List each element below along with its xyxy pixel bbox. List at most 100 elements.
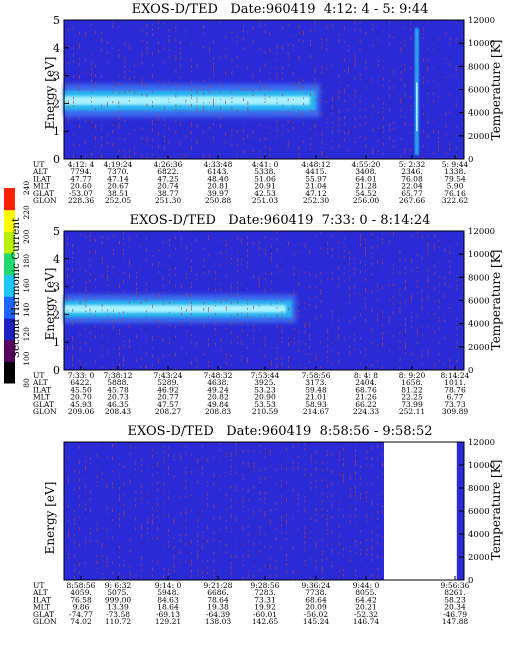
annotation-cell: 3408.	[355, 167, 376, 176]
annotation-cell: 4059.	[70, 588, 91, 597]
y2-tick-label: 0	[468, 366, 473, 376]
annotation-cell: 47.77	[70, 174, 92, 183]
colorbar-swatch	[4, 274, 15, 297]
annotation-cell: 6422.	[70, 378, 91, 387]
annotation-cell: 45.78	[107, 385, 129, 394]
annotation-row-label: ALT	[32, 588, 48, 597]
y2-tick-label: 4000	[468, 530, 490, 540]
annotation-row-label: GLON	[33, 407, 57, 416]
annotation-cell: 46.92	[157, 385, 179, 394]
annotation-cell: 64.01	[355, 174, 376, 183]
annotation-cell: 4:26:36	[154, 160, 183, 169]
y-axis-ticks	[80, 576, 456, 580]
y2-axis-label: Temperature [K]	[489, 250, 503, 351]
annotation-cell: 65.77	[401, 189, 423, 198]
annotation-cell: 5289.	[157, 378, 178, 387]
annotation-cell: 66.22	[355, 400, 377, 409]
annotation-cell: 7370.	[107, 167, 128, 176]
annotation-cell: 9:21:28	[204, 581, 233, 590]
annotation-cell: 147.88	[442, 617, 468, 626]
annotation-row-label: ILAT	[33, 595, 51, 604]
y2-tick-label: 8000	[468, 484, 490, 494]
annotation-cell: 214.67	[303, 407, 329, 416]
y2-tick-label: 6000	[468, 86, 490, 96]
annotation-cell: -56.02	[304, 610, 328, 619]
annotation-cell: 19.38	[207, 603, 229, 612]
colorbar-swatch	[4, 209, 15, 232]
colorbar-tick-label: 220	[22, 205, 31, 220]
annotation-cell: 1658.	[401, 378, 422, 387]
annotation-cell: 252.05	[105, 196, 131, 205]
annotation-cell: 58.93	[305, 400, 327, 409]
y2-tick-label: 10000	[468, 39, 495, 49]
annotation-row-label: ALT	[32, 167, 48, 176]
annotation-cell: 7:33: 0	[68, 371, 95, 380]
orbit-annotation-table: UT 8:58:56 9: 6:32 9:14: 0 9:21:28 9:28:56 9:3…	[32, 581, 470, 626]
y-tick-label: 4	[53, 253, 60, 266]
annotation-cell: 224.33	[353, 407, 379, 416]
annotation-cell: 256.00	[353, 196, 379, 205]
panel-title: EXOS-D/TED Date:960419 7:33: 0 - 8:14:24	[130, 213, 431, 228]
annotation-cell: 20.91	[254, 182, 275, 191]
annotation-cell: -69.13	[156, 610, 180, 619]
y2-tick-label: 10000	[468, 250, 495, 260]
annotation-cell: 48.40	[207, 174, 229, 183]
y2-axis-ticks: 0 2000 4000 6000 8000 10000 12000	[459, 227, 495, 376]
y2-tick-label: 0	[468, 155, 473, 165]
colorbar-tick-label: 100	[22, 351, 31, 366]
annotation-cell: 46.35	[107, 400, 129, 409]
y2-tick-label: 12000	[468, 16, 495, 26]
annotation-cell: 21.28	[355, 182, 377, 191]
annotation-row-label: GLON	[33, 196, 57, 205]
annotation-cell: 208.83	[205, 407, 231, 416]
annotation-cell: 145.24	[303, 617, 329, 626]
annotation-cell: 5338.	[254, 167, 275, 176]
y2-axis-ticks: 0 2000 4000 6000 8000 10000 12000	[459, 16, 495, 165]
annotation-cell: 38.51	[107, 189, 128, 198]
annotation-cell: 4415.	[305, 167, 326, 176]
annotation-cell: 38.77	[157, 189, 179, 198]
annotation-cell: 6686.	[207, 588, 228, 597]
annotation-cell: 68.76	[355, 385, 377, 394]
annotation-cell: 250.88	[205, 196, 231, 205]
annotation-cell: 45.93	[70, 400, 92, 409]
annotation-cell: 146.74	[353, 617, 379, 626]
y2-axis-label: Temperature [K]	[489, 40, 503, 141]
colorbar-swatch	[4, 253, 15, 276]
y2-tick-label: 2000	[468, 553, 490, 563]
heatmap-plot-area	[63, 230, 465, 371]
annotation-cell: 4:48:12	[302, 160, 331, 169]
colorbar-swatch	[4, 188, 15, 211]
y2-tick-label: 10000	[468, 461, 495, 471]
y-tick-label: 0	[53, 153, 60, 166]
colorbar-swatch	[4, 231, 15, 254]
y-tick-label: 0	[53, 364, 60, 377]
annotation-row-label: MLT	[33, 603, 50, 612]
spectrogram-panel-1: EXOS-D/TED Date:960419 4:12: 4 - 5: 9:44…	[32, 2, 503, 205]
annotation-cell: 45.50	[70, 385, 92, 394]
annotation-cell: 22.25	[401, 393, 423, 402]
spectrogram-panel-2: EXOS-D/TED Date:960419 7:33: 0 - 8:14:24…	[32, 213, 503, 416]
band-core	[64, 305, 286, 313]
colorbar: 80 100 120 140 160 180 200 220 240 Second Harmon…	[4, 181, 31, 388]
data-gap	[384, 442, 460, 580]
orbit-annotation-table: UT 4:12: 4 4:19:24 4:26:36 4:33:48 4:41: 0 4:4…	[32, 160, 468, 205]
annotation-row-label: UT	[33, 581, 44, 590]
annotation-cell: 78.76	[444, 385, 466, 394]
panel-title: EXOS-D/TED Date:960419 8:58:56 - 9:58:52	[128, 424, 433, 439]
heatmap-plot-area	[63, 441, 465, 581]
annotation-cell: 110.72	[105, 617, 131, 626]
annotation-cell: 2346.	[401, 167, 422, 176]
orbit-annotation-table: UT 7:33: 0 7:38:12 7:43:24 7:48:32 7:53:44 7:5…	[32, 371, 470, 416]
colorbar-tick-label: 160	[22, 278, 31, 293]
y2-tick-label: 6000	[468, 297, 490, 307]
colorbar-tick-label: 80	[22, 378, 31, 388]
annotation-cell: 3173.	[305, 378, 326, 387]
annotation-cell: 322.62	[442, 196, 468, 205]
y2-axis-ticks: 0 2000 4000 6000 8000 10000 12000	[459, 438, 495, 586]
annotation-cell: 47.14	[107, 174, 129, 183]
annotation-cell: 84.63	[157, 595, 179, 604]
annotation-cell: 20.81	[207, 182, 228, 191]
annotation-cell: 8261.	[444, 588, 465, 597]
